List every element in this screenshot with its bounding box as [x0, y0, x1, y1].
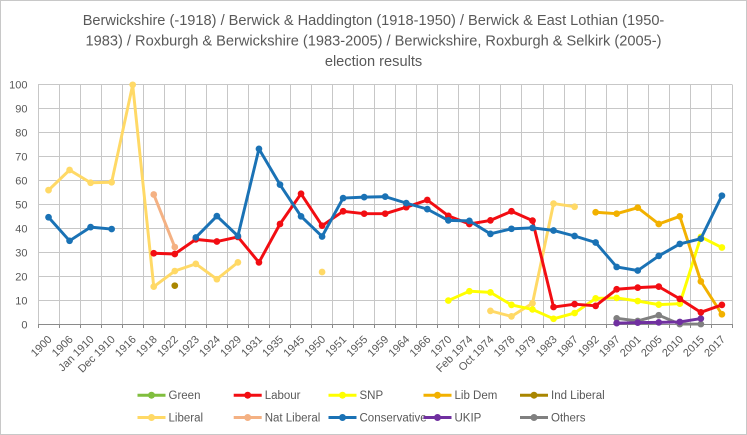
svg-text:0: 0 [21, 320, 27, 332]
svg-text:30: 30 [15, 248, 27, 260]
svg-text:40: 40 [15, 224, 27, 236]
svg-text:50: 50 [15, 200, 27, 212]
svg-text:Ind Liberal: Ind Liberal [551, 390, 605, 402]
svg-text:90: 90 [15, 104, 27, 116]
svg-text:Green: Green [169, 390, 201, 402]
svg-text:1983) / Roxburgh & Berwickshir: 1983) / Roxburgh & Berwickshire (1983-20… [86, 34, 662, 50]
svg-text:Others: Others [551, 412, 586, 424]
svg-text:Labour: Labour [265, 390, 301, 402]
svg-text:80: 80 [15, 128, 27, 140]
svg-text:10: 10 [15, 296, 27, 308]
svg-text:20: 20 [15, 272, 27, 284]
svg-text:Liberal: Liberal [169, 412, 204, 424]
svg-text:100: 100 [9, 80, 27, 92]
svg-text:election results: election results [325, 54, 422, 70]
svg-text:UKIP: UKIP [455, 412, 482, 424]
svg-text:60: 60 [15, 176, 27, 188]
svg-text:70: 70 [15, 152, 27, 164]
svg-text:SNP: SNP [360, 390, 384, 402]
svg-text:Lib Dem: Lib Dem [455, 390, 498, 402]
svg-text:Berwickshire (-1918) / Berwick: Berwickshire (-1918) / Berwick & Hadding… [83, 13, 665, 29]
svg-text:Conservative: Conservative [360, 412, 427, 424]
svg-text:Nat Liberal: Nat Liberal [265, 412, 321, 424]
